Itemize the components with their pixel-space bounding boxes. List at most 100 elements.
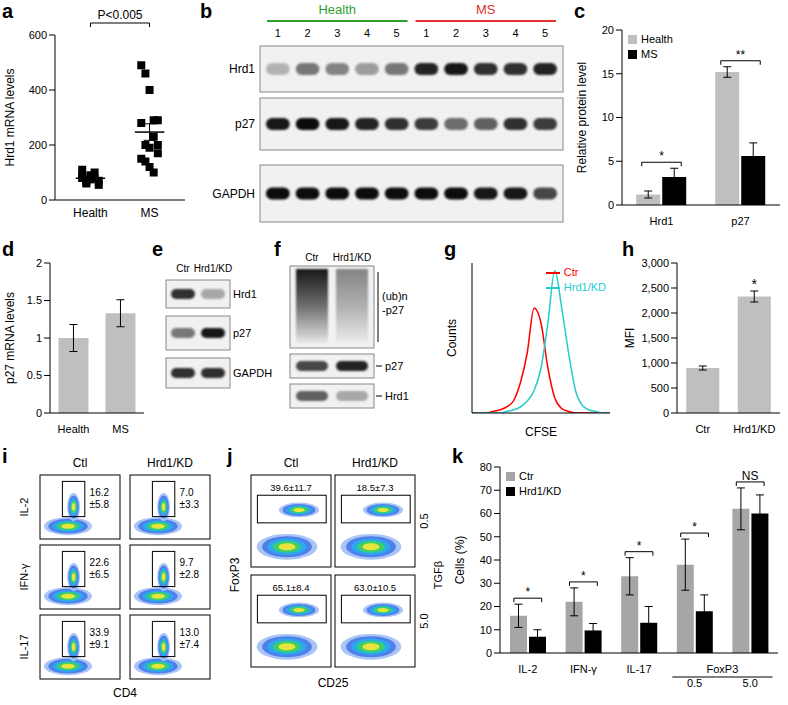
svg-text:0: 0 (41, 194, 47, 206)
svg-text:40: 40 (480, 554, 492, 566)
svg-text:600: 600 (29, 29, 47, 41)
svg-text:1: 1 (423, 27, 429, 39)
svg-text:2,000: 2,000 (641, 307, 669, 319)
svg-text:p27: p27 (385, 360, 403, 372)
svg-text:9.7: 9.7 (180, 557, 194, 568)
svg-text:Counts: Counts (445, 319, 459, 357)
svg-text:Ctr: Ctr (695, 423, 710, 435)
svg-text:1: 1 (36, 332, 42, 344)
svg-text:IL-17: IL-17 (626, 663, 651, 675)
svg-text:20: 20 (480, 600, 492, 612)
svg-text:Health: Health (58, 423, 90, 435)
svg-text:0.5: 0.5 (418, 513, 430, 528)
svg-text:p27 mRNA levels: p27 mRNA levels (3, 292, 17, 384)
svg-text:CFSE: CFSE (525, 425, 557, 439)
svg-text:400: 400 (29, 84, 47, 96)
svg-text:Hrd1/KD: Hrd1/KD (352, 456, 398, 470)
svg-text:GAPDH: GAPDH (212, 187, 255, 201)
svg-text:2: 2 (36, 257, 42, 269)
svg-text:0: 0 (486, 647, 492, 659)
svg-text:0: 0 (36, 407, 42, 419)
svg-text:FoxP3: FoxP3 (707, 663, 739, 675)
svg-text:±2.8: ±2.8 (180, 569, 200, 580)
svg-text:0.5: 0.5 (27, 369, 42, 381)
svg-text:50: 50 (480, 531, 492, 543)
svg-text:FoxP3: FoxP3 (228, 557, 242, 592)
svg-text:*: * (659, 149, 664, 163)
svg-text:**: ** (736, 48, 746, 62)
svg-text:200: 200 (29, 139, 47, 151)
svg-text:4: 4 (364, 27, 370, 39)
svg-text:Ctl: Ctl (73, 456, 88, 470)
svg-text:-p27: -p27 (382, 304, 404, 316)
svg-text:MFI: MFI (623, 328, 637, 349)
svg-text:p27: p27 (233, 327, 251, 339)
svg-text:±3.3: ±3.3 (180, 499, 200, 510)
svg-text:GAPDH: GAPDH (233, 367, 272, 379)
svg-text:7.0: 7.0 (180, 487, 194, 498)
svg-text:30: 30 (480, 577, 492, 589)
svg-text:63.0±10.5: 63.0±10.5 (354, 582, 396, 593)
svg-text:*: * (525, 585, 530, 599)
svg-text:MS: MS (112, 423, 129, 435)
svg-text:CD25: CD25 (318, 676, 349, 690)
svg-text:Hrd1/KD: Hrd1/KD (733, 423, 775, 435)
svg-text:70: 70 (480, 484, 492, 496)
svg-text:±6.5: ±6.5 (90, 569, 110, 580)
svg-text:13.0: 13.0 (180, 627, 200, 638)
svg-text:0: 0 (663, 407, 669, 419)
svg-text:*: * (637, 539, 642, 553)
svg-text:5.0: 5.0 (418, 613, 430, 628)
svg-text:MS: MS (476, 2, 496, 17)
svg-text:p27: p27 (731, 215, 749, 227)
svg-text:CD4: CD4 (113, 686, 137, 700)
svg-text:3,000: 3,000 (641, 257, 669, 269)
svg-text:0: 0 (608, 199, 614, 211)
svg-text:1.5: 1.5 (27, 294, 42, 306)
svg-text:Hrd1: Hrd1 (650, 215, 674, 227)
svg-text:10: 10 (602, 111, 614, 123)
svg-text:60: 60 (480, 507, 492, 519)
svg-text:±5.8: ±5.8 (90, 499, 110, 510)
svg-text:33.9: 33.9 (90, 627, 110, 638)
svg-text:IL-17: IL-17 (18, 634, 30, 659)
svg-text:1,500: 1,500 (641, 332, 669, 344)
svg-text:IFN-γ: IFN-γ (18, 563, 30, 590)
svg-text:0.5: 0.5 (687, 677, 702, 689)
svg-text:Ctr: Ctr (305, 252, 319, 263)
svg-text:Health: Health (318, 2, 356, 17)
svg-text:(ub)n: (ub)n (382, 290, 408, 302)
svg-text:Health: Health (73, 206, 108, 220)
svg-text:500: 500 (651, 382, 669, 394)
svg-text:39.6±11.7: 39.6±11.7 (270, 482, 312, 493)
svg-text:TGFβ: TGFβ (432, 561, 444, 589)
svg-text:1: 1 (275, 27, 281, 39)
svg-text:15: 15 (602, 68, 614, 80)
svg-text:3: 3 (334, 27, 340, 39)
svg-text:5: 5 (542, 27, 548, 39)
svg-text:2: 2 (453, 27, 459, 39)
svg-text:5: 5 (394, 27, 400, 39)
svg-text:P<0.005: P<0.005 (97, 8, 142, 22)
svg-text:Hrd1: Hrd1 (229, 62, 255, 76)
svg-text:2,500: 2,500 (641, 282, 669, 294)
svg-text:1,000: 1,000 (641, 357, 669, 369)
svg-text:IL-2: IL-2 (518, 663, 537, 675)
svg-text:Hrd1 mRNA levels: Hrd1 mRNA levels (3, 68, 17, 166)
svg-text:4: 4 (512, 27, 518, 39)
svg-text:Hrd1/KD: Hrd1/KD (194, 263, 232, 274)
svg-text:22.6: 22.6 (90, 557, 110, 568)
svg-text:Cells (%): Cells (%) (453, 536, 467, 585)
svg-text:16.2: 16.2 (90, 487, 110, 498)
svg-text:80: 80 (480, 461, 492, 473)
svg-text:p27: p27 (235, 117, 255, 131)
svg-text:3: 3 (483, 27, 489, 39)
svg-text:*: * (752, 276, 758, 292)
svg-text:Hrd1: Hrd1 (233, 288, 257, 300)
svg-text:NS: NS (742, 469, 759, 483)
svg-text:±9.1: ±9.1 (90, 639, 110, 650)
svg-text:65.1±8.4: 65.1±8.4 (273, 582, 310, 593)
svg-text:*: * (692, 520, 697, 534)
svg-text:Hrd1: Hrd1 (385, 390, 409, 402)
svg-text:MS: MS (141, 206, 159, 220)
